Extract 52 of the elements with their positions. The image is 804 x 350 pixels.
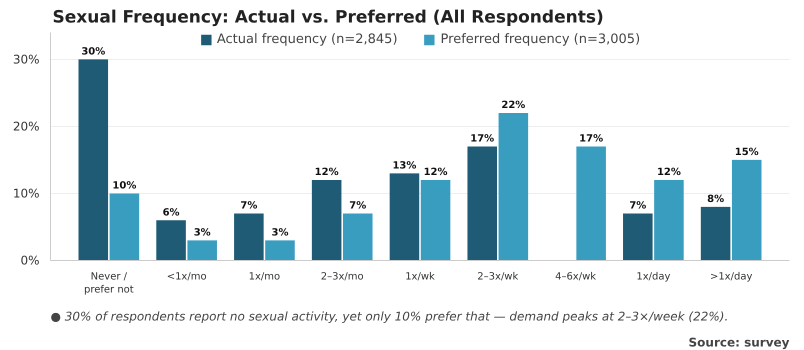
data-label: 7% <box>349 200 366 212</box>
bar <box>420 180 450 260</box>
legend-label: Preferred frequency (n=3,005) <box>440 32 640 47</box>
data-label: 12% <box>424 167 448 178</box>
data-label: 17% <box>470 134 494 144</box>
text: ● 30% of respondents report no sexual activity, yet only 10% prefer that — demand peaks at 2–3×/week (22%). <box>50 310 728 324</box>
data-label: 12% <box>314 167 339 178</box>
bar <box>467 146 498 260</box>
data-label: 15% <box>734 146 759 158</box>
data-label: 12% <box>656 167 681 178</box>
data-label: 6% <box>162 207 180 218</box>
bar <box>156 220 186 260</box>
x-tick-label: 4–6x/wk <box>555 272 596 282</box>
data-label: 17% <box>579 134 604 144</box>
bar <box>234 214 264 260</box>
x-tick-label: >1x/day <box>710 272 752 282</box>
source-note: Source: survey <box>688 336 790 350</box>
data-label: 7% <box>240 200 258 212</box>
x-tick-label: 1x/wk <box>405 272 436 282</box>
bar <box>700 206 730 260</box>
data-label: 13% <box>392 160 416 172</box>
x-tick-label: Never / prefer not <box>84 272 134 296</box>
x-tick-label: 2–3x/wk <box>477 272 518 282</box>
bar <box>623 214 653 260</box>
bar <box>576 146 606 260</box>
x-tick-label: 2–3x/mo <box>320 272 364 282</box>
y-tick-label: 20% <box>12 119 40 134</box>
bar <box>187 240 217 260</box>
x-tick-label: <1x/mo <box>166 272 207 282</box>
y-tick-label: 10% <box>12 186 40 200</box>
data-label: 3% <box>271 227 288 238</box>
x-tick-label: 1x/day <box>636 272 670 282</box>
chart-title: Sexual Frequency: Actual vs. Preferred (All Respondents) <box>52 8 604 28</box>
data-label: 30% <box>81 46 106 58</box>
bar <box>732 160 762 260</box>
data-label: 10% <box>112 180 136 192</box>
bar <box>312 180 342 260</box>
data-label: 7% <box>629 200 646 212</box>
bar <box>265 240 295 260</box>
y-tick-label: 0% <box>20 254 40 268</box>
legend-label: Actual frequency (n=2,845) <box>216 32 398 47</box>
data-label: 3% <box>194 227 211 238</box>
bar <box>498 112 528 260</box>
bar <box>78 59 108 260</box>
x-tick-label: 1x/mo <box>248 272 280 282</box>
y-tick-label: 30% <box>12 52 40 66</box>
bar <box>110 193 140 260</box>
bar <box>390 173 420 260</box>
data-label: 22% <box>501 100 526 111</box>
bar <box>342 214 373 260</box>
bar <box>654 180 684 260</box>
data-label: 8% <box>707 194 724 205</box>
